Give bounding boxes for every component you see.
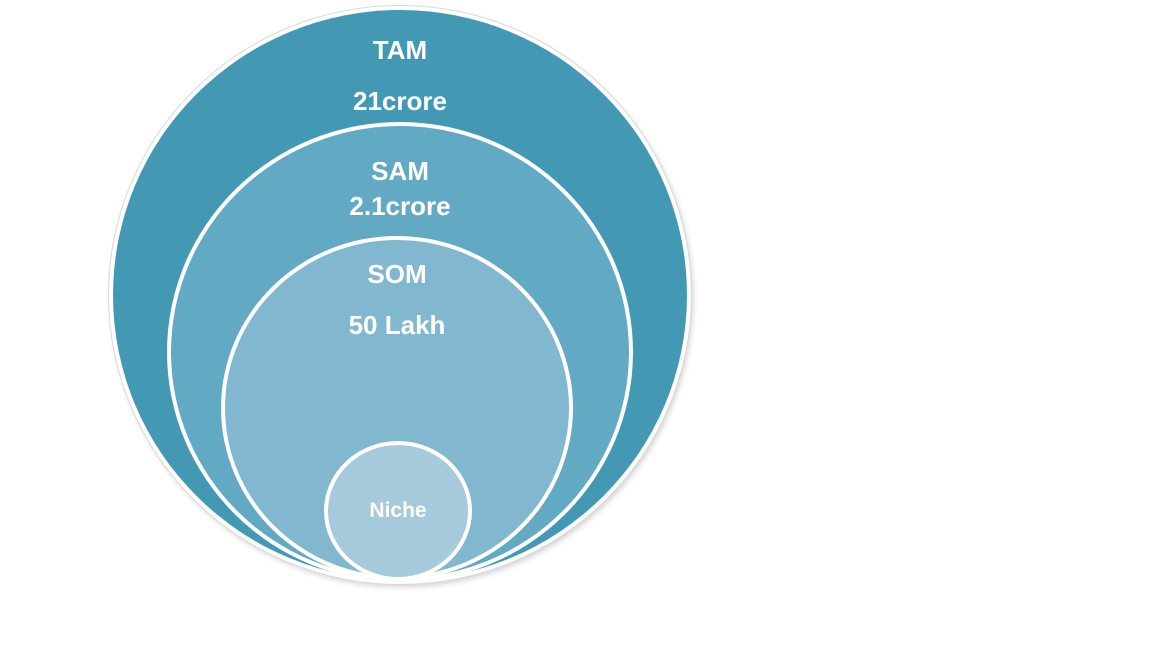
tam-label: TAM [372,35,428,65]
som-label: SOM [367,259,427,289]
sam-label: SAM [371,156,429,186]
som-value: 50 Lakh [348,310,446,340]
sam-value: 2.1crore [349,191,451,221]
niche-circle [324,441,472,581]
tam-value: 21crore [353,86,447,116]
niche-label: Niche [369,499,427,522]
